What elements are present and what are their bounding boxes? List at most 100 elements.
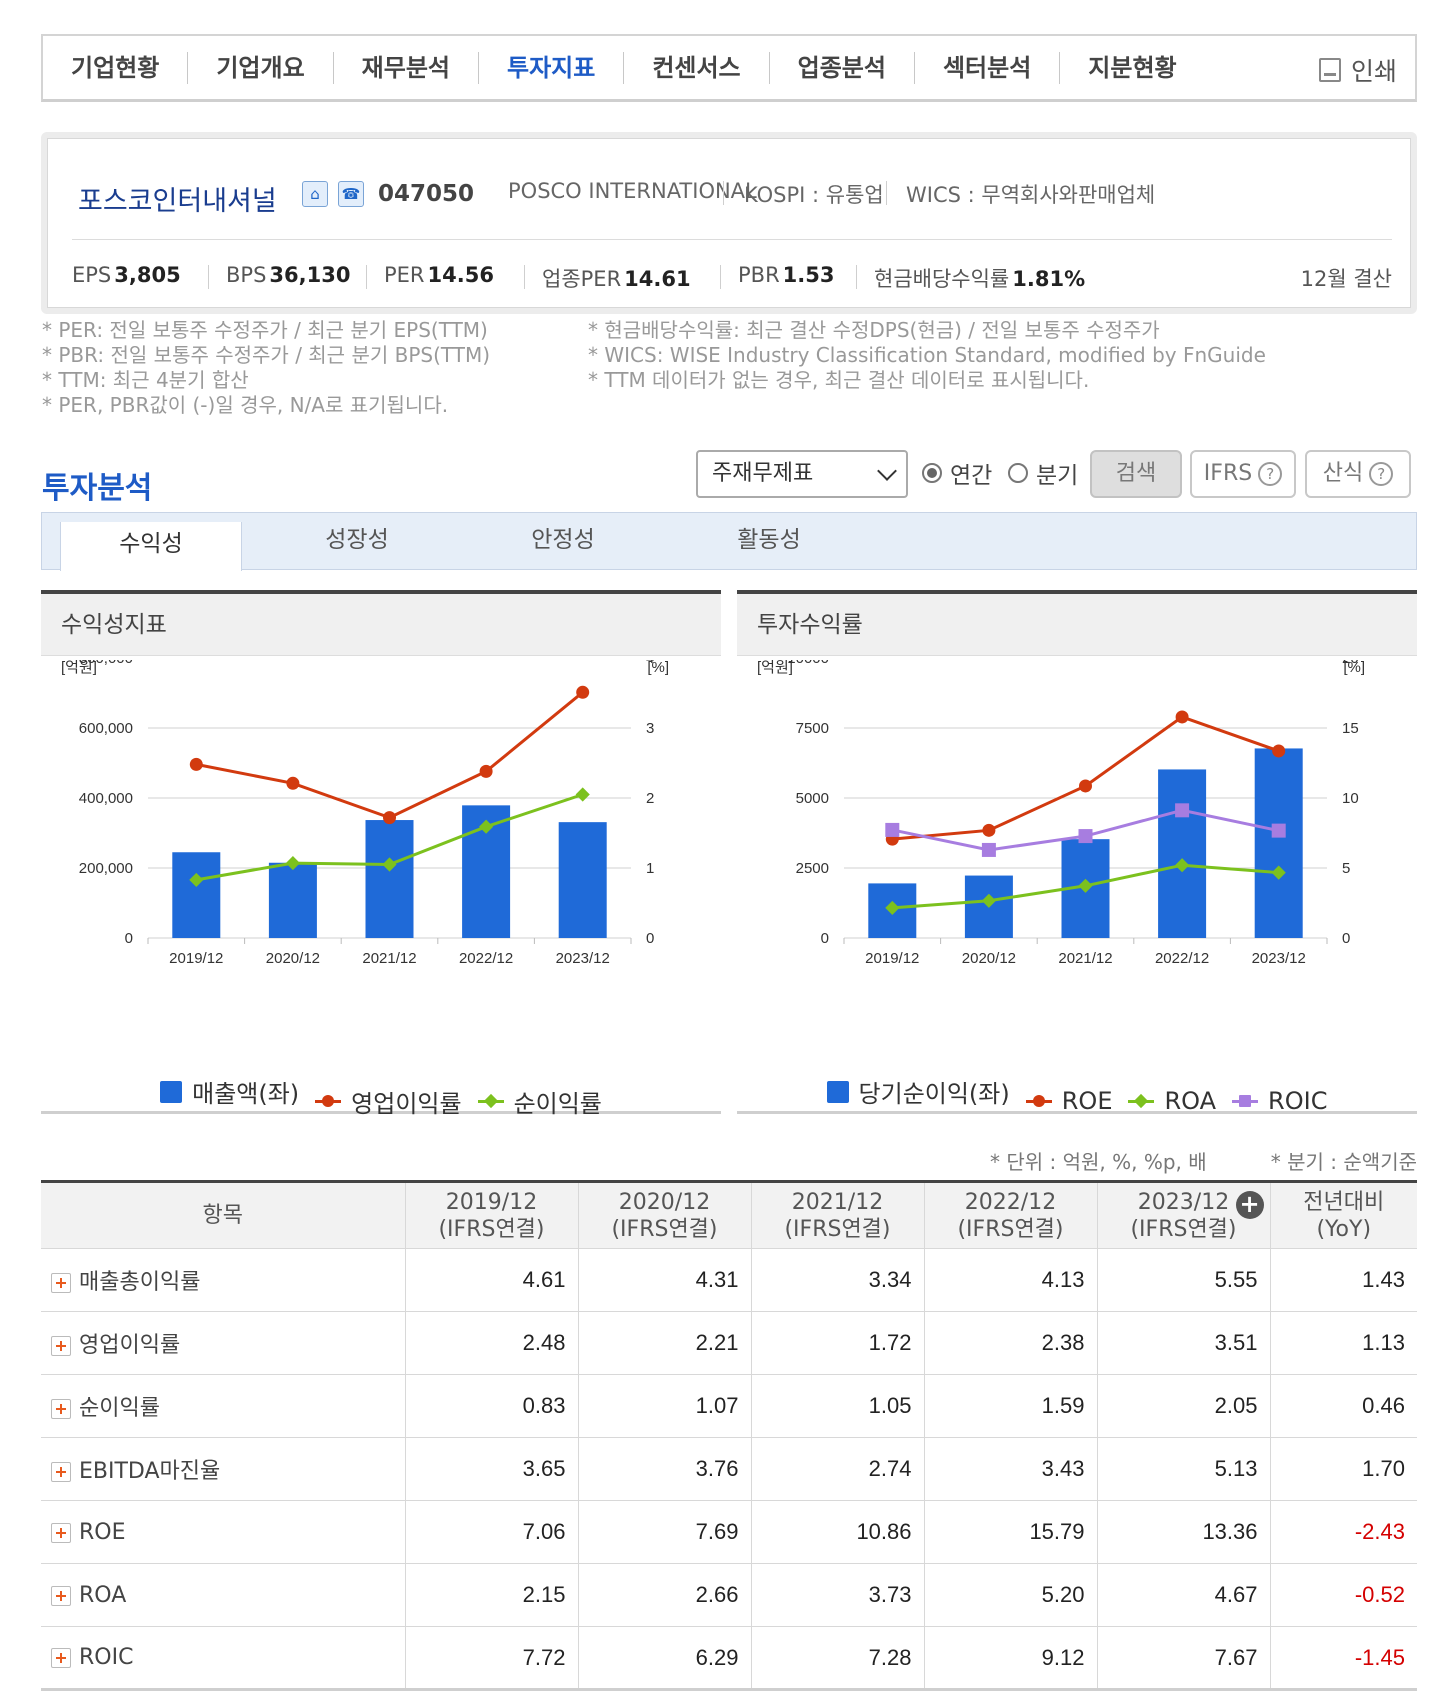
row-label: 매출총이익률 [79, 1270, 201, 1295]
search-button[interactable]: 검색 [1090, 450, 1182, 498]
subtab-profitability[interactable]: 수익성 [60, 522, 242, 571]
table-cell: 3.34 [750, 1248, 924, 1312]
legend-item[interactable]: ROE [1025, 1087, 1112, 1115]
row-label: 순이익률 [79, 1396, 160, 1421]
tab-company-status[interactable]: 기업현황 [43, 51, 189, 84]
divider [72, 239, 1392, 240]
expand-icon[interactable] [51, 1648, 71, 1668]
table-cell: 6.29 [577, 1626, 751, 1690]
point-marker [1271, 823, 1286, 838]
help-icon: ? [1369, 462, 1394, 486]
expand-icon[interactable] [51, 1399, 71, 1419]
chart-title: 투자수익률 [737, 594, 1417, 656]
phone-icon[interactable]: ☎ [338, 181, 364, 207]
table-cell: 1.07 [577, 1374, 751, 1438]
legend-item[interactable]: ROIC [1232, 1087, 1327, 1115]
legend-label: ROA [1164, 1087, 1217, 1115]
radio-quarter-label: 분기 [1036, 463, 1079, 489]
table-row: EBITDA마진율 3.65 3.76 2.74 3.43 5.13 1.70 [41, 1437, 1417, 1501]
radio-quarter[interactable]: 분기 [1008, 456, 1078, 490]
tab-financial-analysis[interactable]: 재무분석 [334, 51, 479, 84]
row-label-cell: EBITDA마진율 [41, 1437, 405, 1501]
statement-select[interactable]: 주재무제표 [696, 450, 908, 498]
radio-unselected-icon [1008, 463, 1028, 483]
row-label-cell: ROIC [41, 1626, 405, 1690]
x-tick-label: 2019/12 [169, 950, 223, 967]
divider [208, 265, 209, 289]
subtab-stability[interactable]: 안정성 [531, 527, 595, 553]
table-cell: 3.65 [404, 1437, 578, 1501]
expand-icon[interactable] [51, 1522, 71, 1543]
table-cell: 1.59 [923, 1374, 1097, 1438]
profitability-chart: [억원] [%] 0 0 200,000 1 400,000 2 600,000 3 800,000… [61, 660, 669, 967]
tab-sector-analysis[interactable]: 섹터분석 [915, 51, 1061, 84]
legend-item[interactable]: 영업이익률 [315, 1084, 462, 1119]
note-line: * PBR: 전일 보통주 수정주가 / 최근 분기 BPS(TTM) [42, 343, 491, 367]
subtab-activity[interactable]: 활동성 [737, 527, 801, 553]
x-tick-label: 2022/12 [459, 950, 513, 967]
yoy-cell: -2.43 [1269, 1500, 1417, 1564]
chart-title: 수익성지표 [41, 594, 721, 656]
ifrs-button[interactable]: IFRS? [1190, 450, 1296, 498]
expand-icon[interactable] [51, 1273, 71, 1293]
legend-label: 매출액(좌) [192, 1080, 300, 1108]
point-marker [1175, 710, 1189, 724]
y-tick-label-right: 20 [1342, 660, 1359, 667]
company-code: 047050 [378, 181, 475, 207]
y-tick-label-left: 200,000 [79, 860, 133, 877]
tab-industry-analysis[interactable]: 업종분석 [770, 51, 915, 84]
legend-item[interactable]: 당기순이익(좌) [826, 1074, 1010, 1109]
expand-icon[interactable] [51, 1336, 71, 1356]
legend-item[interactable]: 순이익률 [477, 1084, 602, 1119]
radio-annual-label: 연간 [950, 463, 993, 489]
bar [172, 852, 221, 938]
table-cell: 15.79 [923, 1500, 1097, 1564]
y-tick-label-left: 10000 [787, 660, 829, 667]
subtab-growth[interactable]: 성장성 [325, 527, 389, 553]
note-line: * 현금배당수익률: 최근 결산 수정DPS(현금) / 전일 보통주 수정주가 [588, 318, 1160, 342]
y-tick-label-right: 5 [1342, 860, 1350, 877]
stat-sector-per: 업종PER 14.61 [542, 267, 691, 291]
legend-label: ROIC [1268, 1087, 1328, 1115]
legend-item[interactable]: 매출액(좌) [160, 1074, 299, 1109]
stat-bps: BPS 36,130 [226, 263, 351, 287]
stat-eps: EPS 3,805 [72, 263, 181, 287]
table-row: 영업이익률 2.48 2.21 1.72 2.38 3.51 1.13 [41, 1311, 1417, 1375]
tab-consensus[interactable]: 컨센서스 [624, 51, 770, 84]
radio-annual[interactable]: 연간 [922, 456, 992, 490]
table-cell: 9.12 [923, 1626, 1097, 1690]
table-header: 2021/12 (IFRS연결) [750, 1181, 924, 1249]
legend-item[interactable]: ROA [1128, 1087, 1216, 1115]
y-tick-label-right: 3 [646, 720, 654, 737]
formula-button[interactable]: 산식? [1305, 450, 1411, 498]
table-cell: 2.15 [404, 1563, 578, 1627]
divider [524, 265, 525, 289]
chevron-down-icon [877, 461, 897, 481]
table-cell: 1.05 [750, 1374, 924, 1438]
stat-per: PER 14.56 [384, 263, 494, 287]
x-tick-label: 2021/12 [362, 950, 416, 967]
expand-icon[interactable] [51, 1585, 71, 1606]
y-tick-label-right: 4 [646, 660, 654, 667]
row-label-cell: 매출총이익률 [41, 1248, 405, 1312]
y-tick-label-left: 2500 [796, 860, 829, 877]
y-tick-label-right: 1 [646, 860, 654, 877]
tab-company-overview[interactable]: 기업개요 [188, 51, 334, 84]
legend-swatch [315, 1094, 342, 1107]
expand-icon[interactable] [51, 1462, 71, 1482]
home-icon[interactable]: ⌂ [302, 181, 328, 207]
table-row: 순이익률 0.83 1.07 1.05 1.59 2.05 0.46 [41, 1374, 1417, 1438]
y-tick-label-left: 800,000 [79, 660, 133, 667]
tab-investment-indicators[interactable]: 투자지표 [479, 51, 625, 84]
y-tick-label-right: 0 [1342, 930, 1350, 947]
tab-shareholding[interactable]: 지분현황 [1088, 53, 1177, 82]
table-cell: 13.36 [1096, 1500, 1270, 1564]
x-tick-label: 2020/12 [266, 950, 320, 967]
chart-panel-profitability: 수익성지표 [억원] [%] 0 0 200,000 1 400,000 2 600,000 3 8… [41, 590, 721, 1118]
print-button[interactable]: 인쇄 [1318, 52, 1397, 88]
y-axis-unit-right: [%] [1343, 660, 1365, 676]
company-wics: WICS : 무역회사와판매업체 [906, 183, 1156, 207]
add-column-icon[interactable]: + [1235, 1191, 1264, 1219]
point-marker [479, 819, 494, 834]
table-header: 2022/12 (IFRS연결) [923, 1181, 1097, 1249]
